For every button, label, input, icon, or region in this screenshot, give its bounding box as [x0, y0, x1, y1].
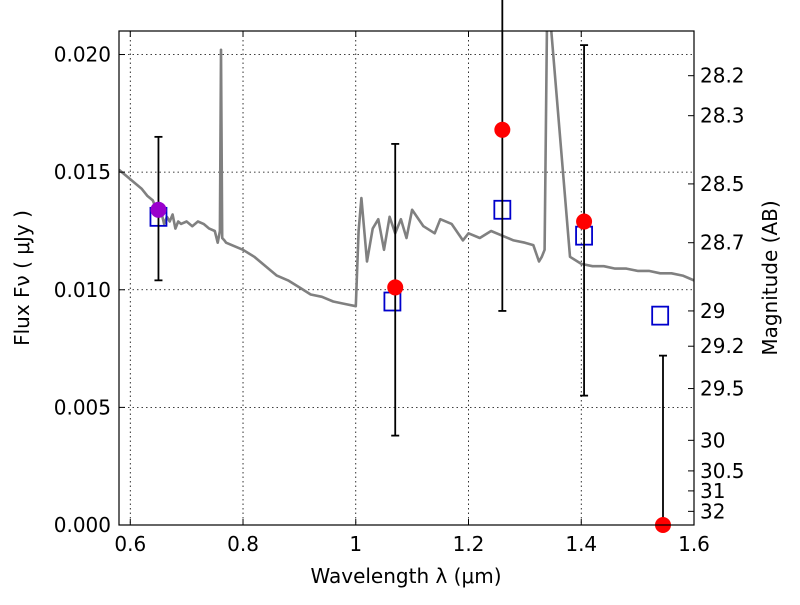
y2-tick-label: 29.5 — [700, 377, 745, 401]
x-tick-label: 1.4 — [565, 532, 597, 556]
model-flux-square — [383, 291, 402, 312]
y2-tick-label: 31 — [700, 479, 725, 503]
observed-flux-point — [576, 213, 593, 230]
x-axis-label: Wavelength λ (μm) — [310, 564, 501, 588]
y-axis-label: Flux Fν ( μJy ) — [10, 210, 34, 346]
y2-tick-label: 28.3 — [700, 104, 745, 128]
tick-layer: 0.6 0.8 1 1.2 1.4 1.6 0.000 0.005 0.010 0.015 0.02… — [54, 31, 745, 556]
marker-layer — [149, 0, 671, 533]
x-tick-label: 1.2 — [453, 532, 485, 556]
y2-axis-label: Magnitude (AB) — [758, 200, 782, 355]
x-tick-label: 1.6 — [678, 532, 710, 556]
y2-tick-label: 28.2 — [700, 64, 745, 88]
y2-tick-label: 30 — [700, 428, 725, 452]
template-spectrum-line — [119, 31, 694, 308]
y2-tick-label: 28.7 — [700, 231, 745, 255]
y-tick-label: 0.015 — [54, 160, 111, 184]
y-tick-label: 0.005 — [54, 395, 111, 419]
observed-flux-point — [494, 121, 511, 138]
plot-frame — [118, 30, 695, 526]
data-layer — [119, 31, 694, 308]
observed-flux-point — [387, 279, 404, 296]
x-tick-label: 0.8 — [227, 532, 259, 556]
x-tick-label: 1 — [349, 532, 362, 556]
x-tick-label: 0.6 — [114, 532, 146, 556]
model-flux-square — [651, 305, 670, 326]
y2-tick-label: 29.2 — [700, 334, 745, 358]
y2-tick-label: 28.5 — [700, 172, 745, 196]
y-tick-label: 0.020 — [54, 43, 111, 67]
y2-tick-label: 30.5 — [700, 459, 745, 483]
observed-flux-point — [150, 201, 167, 218]
y2-tick-label: 29 — [700, 299, 725, 323]
grid-layer — [119, 31, 695, 526]
y2-tick-label: 32 — [700, 499, 725, 523]
y-tick-label: 0.000 — [54, 513, 111, 537]
y-tick-label: 0.010 — [54, 278, 111, 302]
